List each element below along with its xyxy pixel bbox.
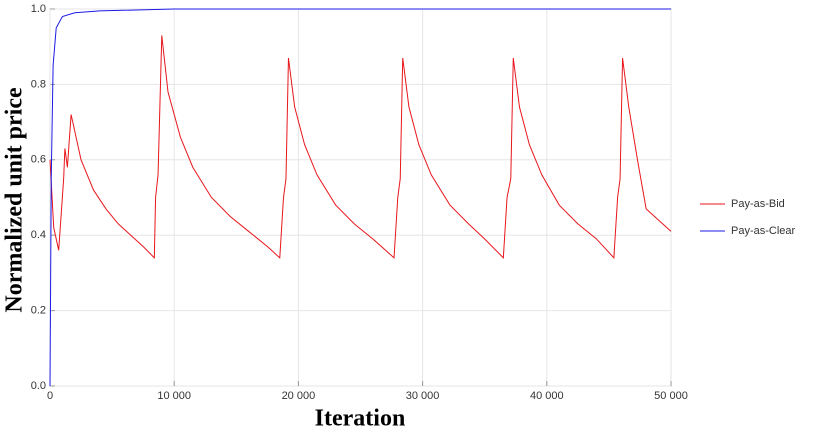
x-tick-label: 40 000 [530, 390, 564, 402]
x-tick-label: 0 [47, 390, 53, 402]
series-line [49, 35, 672, 260]
y-tick-label: 0.8 [31, 78, 46, 90]
plot-frame [49, 8, 672, 387]
y-tick-label: 0.4 [31, 229, 46, 241]
legend-label: Pay-as-Bid [731, 198, 785, 210]
y-tick-label: 0.0 [31, 380, 46, 392]
x-axis-label: Iteration [315, 406, 406, 432]
series-line [49, 8, 671, 387]
x-tick-label: 10 000 [157, 390, 191, 402]
y-axis-label: Normalized unit price [2, 87, 28, 313]
y-tick-label: 1.0 [31, 3, 46, 15]
x-tick-label: 30 000 [406, 390, 440, 402]
y-tick-label: 0.6 [31, 154, 46, 166]
x-tick-label: 20 000 [282, 390, 316, 402]
legend-label: Pay-as-Clear [731, 225, 796, 237]
y-tick-label: 0.2 [31, 305, 46, 317]
x-tick-label: 50 000 [654, 390, 688, 402]
